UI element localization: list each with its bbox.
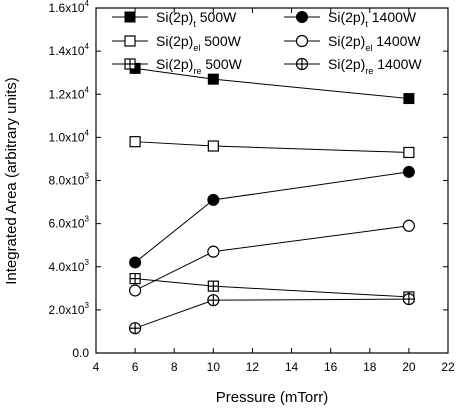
series-4 <box>129 273 415 303</box>
series-2 <box>129 136 415 159</box>
data-point <box>403 93 415 105</box>
data-point <box>207 294 220 307</box>
legend-marker <box>295 57 309 71</box>
legend-marker <box>295 34 309 48</box>
series-line <box>135 278 409 298</box>
legend-item: Si(2p)re 500W <box>112 56 243 76</box>
legend-item: Si(2p)el 1400W <box>284 33 421 53</box>
legend-label: Si(2p)el 1400W <box>328 33 421 53</box>
series-5 <box>129 292 415 335</box>
legend-marker <box>124 58 136 70</box>
legend-label: Si(2p)re 1400W <box>328 56 422 76</box>
x-tick-label: 16 <box>324 360 338 374</box>
series-1 <box>129 165 415 269</box>
legend-item: Si(2p)re 1400W <box>284 56 422 76</box>
legend: Si(2p)t 500W Si(2p)t 1400W Si(2p)el 500W Si… <box>112 9 422 76</box>
x-axis-label: Pressure (mTorr) <box>216 389 329 406</box>
x-tick-label: 22 <box>441 360 455 374</box>
y-tick-label: 1.6x104 <box>49 0 90 15</box>
x-tick-label: 12 <box>246 360 260 374</box>
legend-item: Si(2p)t 1400W <box>284 9 417 29</box>
series-layer <box>129 62 415 335</box>
y-tick-label: 1.0x104 <box>49 128 90 144</box>
data-point <box>207 245 220 258</box>
legend-label: Si(2p)t 500W <box>156 9 237 29</box>
y-tick-label: 6.0x103 <box>49 215 90 231</box>
legend-item: Si(2p)t 500W <box>112 9 237 29</box>
series-line <box>135 141 409 153</box>
y-tick-label: 0.0 <box>72 346 89 360</box>
data-point <box>129 273 141 285</box>
x-tick-label: 20 <box>402 360 416 374</box>
y-tick-label: 1.4x104 <box>49 42 90 58</box>
data-point <box>129 284 142 297</box>
data-point <box>207 140 219 152</box>
series-3 <box>129 219 415 297</box>
data-point <box>207 280 219 292</box>
x-tick-label: 18 <box>363 360 377 374</box>
legend-label: Si(2p)t 1400W <box>328 9 417 29</box>
data-point <box>402 219 415 232</box>
series-line <box>134 171 409 263</box>
data-point <box>129 136 141 148</box>
legend-label: Si(2p)el 500W <box>156 33 242 53</box>
x-tick-label: 8 <box>171 360 178 374</box>
data-point <box>402 165 415 178</box>
data-point <box>129 256 142 269</box>
legend-marker <box>124 35 136 47</box>
x-tick-label: 6 <box>132 360 139 374</box>
data-point <box>402 292 415 306</box>
y-tick-label: 8.0x103 <box>49 172 90 188</box>
series-line <box>134 298 409 329</box>
x-tick-label: 14 <box>285 360 299 374</box>
x-tick-label: 4 <box>93 360 100 374</box>
x-tick-label: 10 <box>207 360 221 374</box>
data-point <box>129 322 142 335</box>
legend-marker <box>296 11 308 23</box>
y-axis-label: Integrated Area (arbitrary units) <box>3 77 20 285</box>
legend-item: Si(2p)el 500W <box>112 33 242 53</box>
axis-ticks: 4 6 8 10 12 14 16 18 20 22 0.0 2.0x103 4.0x103 6.0x10… <box>49 0 455 374</box>
data-point <box>403 146 415 159</box>
legend-marker <box>124 11 136 23</box>
data-point <box>207 193 220 206</box>
data-point <box>207 73 219 85</box>
y-tick-label: 1.2x104 <box>49 85 90 101</box>
series-line <box>134 225 409 291</box>
y-tick-label: 4.0x103 <box>49 258 90 274</box>
legend-label: Si(2p)re 500W <box>156 56 243 76</box>
y-tick-label: 2.0x103 <box>49 301 90 317</box>
